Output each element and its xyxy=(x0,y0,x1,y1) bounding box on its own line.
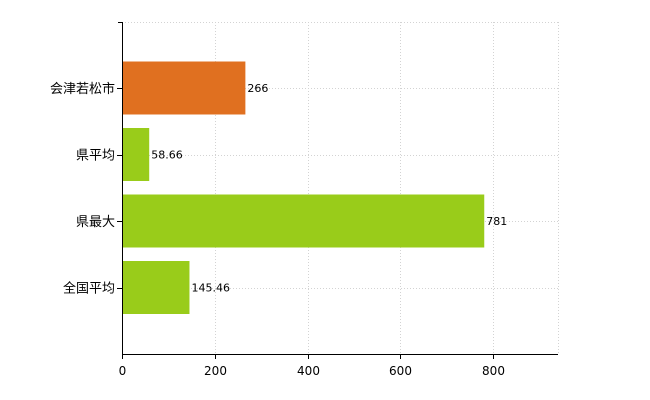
axes xyxy=(117,22,558,359)
category-label: 全国平均 xyxy=(63,281,115,297)
x-tick-label: 600 xyxy=(389,364,412,378)
x-tick-label: 400 xyxy=(297,364,320,378)
bars xyxy=(123,61,485,314)
data-label: 266 xyxy=(247,82,268,95)
data-label: 58.66 xyxy=(151,149,183,162)
x-tick-label: 800 xyxy=(482,364,505,378)
category-label: 県平均 xyxy=(76,149,115,164)
category-label: 県最大 xyxy=(76,215,115,230)
category-label: 会津若松市 xyxy=(50,81,115,97)
x-tick-label: 0 xyxy=(119,364,127,378)
x-tick-label: 200 xyxy=(204,364,227,378)
data-label: 145.46 xyxy=(191,282,230,295)
bar xyxy=(123,61,246,115)
bar xyxy=(123,128,150,181)
data-label: 781 xyxy=(486,215,507,228)
bar xyxy=(123,261,190,314)
bar xyxy=(123,194,485,248)
